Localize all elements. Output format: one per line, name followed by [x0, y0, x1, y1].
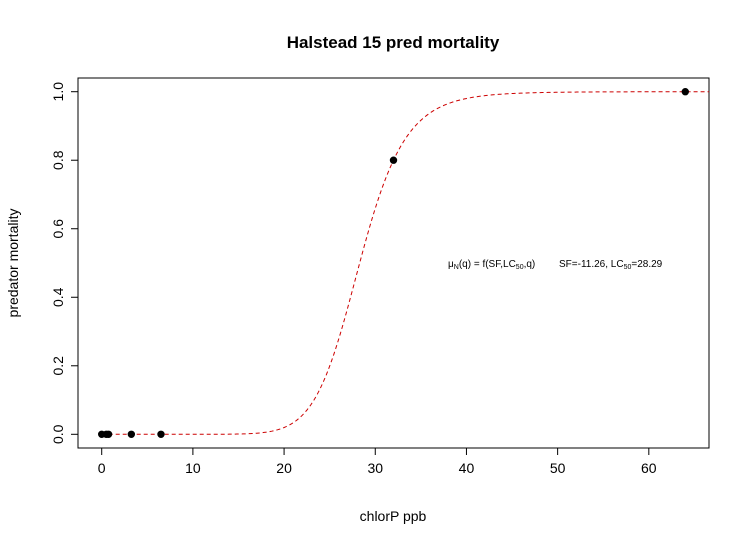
chart-title: Halstead 15 pred mortality: [287, 33, 500, 52]
model-annotation: μN(q) = f(SF,LC50,q): [448, 259, 535, 271]
annotation-formula-b: ,q): [524, 259, 536, 270]
y-tick-label: 1.0: [50, 82, 66, 102]
y-axis: 0.0 0.2 0.4 0.6 0.8 1.0: [50, 82, 79, 444]
y-tick-label: 0.8: [50, 150, 66, 170]
y-tick-label: 0.4: [50, 287, 66, 307]
data-point: [389, 156, 398, 164]
fitted-curve: [101, 91, 709, 435]
x-tick-label: 20: [276, 460, 292, 476]
annotation-params-b: =28.29: [631, 259, 662, 270]
y-tick-label: 0.0: [50, 424, 66, 444]
y-tick-label: 0.2: [50, 356, 66, 376]
annotation-params-sub: 50: [624, 264, 632, 271]
data-point: [104, 430, 113, 438]
annotation-mu: μ: [448, 259, 454, 270]
x-axis-label: chlorP ppb: [360, 508, 427, 524]
x-tick-label: 10: [185, 460, 201, 476]
x-tick-label: 40: [459, 460, 475, 476]
annotation-formula-a: (q) = f(SF,LC: [459, 259, 516, 270]
parameter-annotation: SF=-11.26, LC50=28.29: [559, 259, 663, 271]
x-tick-label: 60: [641, 460, 657, 476]
annotation-mu-sub: N: [454, 264, 459, 271]
data-point: [681, 88, 689, 96]
data-point: [157, 430, 165, 438]
annotation-formula-sub: 50: [516, 264, 524, 271]
y-tick-label: 0.6: [50, 219, 66, 239]
data-points: [98, 88, 689, 438]
annotation-params-a: SF=-11.26, LC: [559, 259, 624, 270]
x-tick-label: 30: [367, 460, 383, 476]
x-tick-label: 50: [550, 460, 566, 476]
x-tick-label: 0: [98, 460, 106, 476]
y-axis-label: predator mortality: [5, 209, 21, 318]
x-axis: 0 10 20 30 40 50 60: [98, 447, 657, 476]
data-point: [127, 430, 136, 438]
